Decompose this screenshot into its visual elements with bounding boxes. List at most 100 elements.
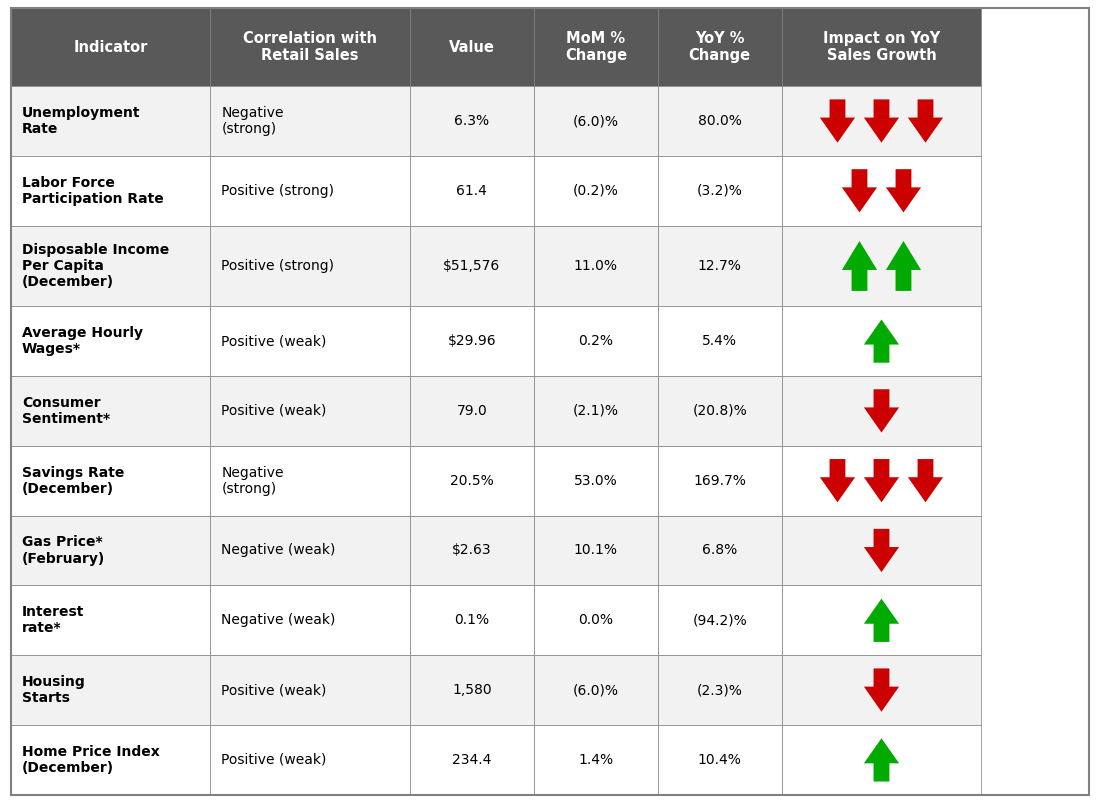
Polygon shape	[886, 241, 921, 291]
Bar	[534, 586, 658, 655]
Bar	[534, 8, 658, 86]
Bar	[210, 655, 410, 725]
Bar	[782, 655, 981, 725]
Bar	[11, 655, 210, 725]
Text: Positive (strong): Positive (strong)	[221, 184, 334, 198]
Text: Savings Rate
(December): Savings Rate (December)	[22, 466, 124, 496]
Text: Negative
(strong): Negative (strong)	[221, 466, 284, 496]
Text: Labor Force
Participation Rate: Labor Force Participation Rate	[22, 176, 164, 206]
Bar	[658, 446, 782, 516]
Text: Positive (weak): Positive (weak)	[221, 404, 327, 418]
Bar	[658, 725, 782, 795]
Text: (94.2)%: (94.2)%	[692, 613, 747, 627]
Text: 0.1%: 0.1%	[454, 613, 490, 627]
Text: 5.4%: 5.4%	[702, 334, 737, 348]
Bar	[658, 156, 782, 225]
Bar	[410, 307, 534, 376]
Bar	[782, 225, 981, 307]
Text: (3.2)%: (3.2)%	[696, 184, 742, 198]
Text: Negative (weak): Negative (weak)	[221, 543, 336, 557]
Text: Unemployment
Rate: Unemployment Rate	[22, 106, 141, 136]
Bar	[782, 8, 981, 86]
Bar	[782, 516, 981, 586]
Bar	[410, 725, 534, 795]
Bar	[534, 655, 658, 725]
Text: 61.4: 61.4	[456, 184, 487, 198]
Bar	[11, 156, 210, 225]
Text: 11.0%: 11.0%	[574, 259, 618, 273]
Text: Negative
(strong): Negative (strong)	[221, 106, 284, 136]
Bar	[210, 307, 410, 376]
Polygon shape	[820, 459, 855, 502]
Text: Indicator: Indicator	[74, 40, 147, 54]
Polygon shape	[908, 459, 943, 502]
Text: MoM %
Change: MoM % Change	[564, 31, 627, 63]
Bar	[410, 376, 534, 446]
Bar	[534, 86, 658, 156]
Bar	[534, 516, 658, 586]
Text: $29.96: $29.96	[448, 334, 496, 348]
Bar	[410, 156, 534, 225]
Polygon shape	[864, 738, 899, 782]
Text: Correlation with
Retail Sales: Correlation with Retail Sales	[243, 31, 377, 63]
Text: YoY %
Change: YoY % Change	[689, 31, 751, 63]
Bar	[658, 307, 782, 376]
Bar	[534, 376, 658, 446]
Bar	[658, 655, 782, 725]
Bar	[11, 307, 210, 376]
Text: Positive (weak): Positive (weak)	[221, 753, 327, 767]
Bar	[410, 586, 534, 655]
Bar	[210, 86, 410, 156]
Bar	[658, 86, 782, 156]
Polygon shape	[864, 389, 899, 432]
Text: Positive (weak): Positive (weak)	[221, 334, 327, 348]
Bar	[782, 86, 981, 156]
Text: $2.63: $2.63	[452, 543, 492, 557]
Text: 10.4%: 10.4%	[697, 753, 741, 767]
Polygon shape	[908, 100, 943, 143]
Bar	[658, 8, 782, 86]
Text: Positive (strong): Positive (strong)	[221, 259, 334, 273]
Bar	[782, 156, 981, 225]
Text: 0.2%: 0.2%	[579, 334, 614, 348]
Polygon shape	[842, 241, 877, 291]
Text: 10.1%: 10.1%	[574, 543, 618, 557]
Polygon shape	[864, 459, 899, 502]
Bar	[534, 307, 658, 376]
Text: Gas Price*
(February): Gas Price* (February)	[22, 535, 106, 565]
Polygon shape	[864, 668, 899, 712]
Bar	[658, 376, 782, 446]
Text: 1,580: 1,580	[452, 683, 492, 697]
Bar	[11, 86, 210, 156]
Bar	[782, 307, 981, 376]
Text: Consumer
Sentiment*: Consumer Sentiment*	[22, 396, 110, 426]
Bar	[410, 86, 534, 156]
Text: 12.7%: 12.7%	[697, 259, 741, 273]
Text: (6.0)%: (6.0)%	[573, 114, 619, 128]
Text: Average Hourly
Wages*: Average Hourly Wages*	[22, 326, 143, 356]
Bar	[782, 725, 981, 795]
Bar	[410, 655, 534, 725]
Text: 234.4: 234.4	[452, 753, 492, 767]
Bar	[210, 8, 410, 86]
Bar	[210, 225, 410, 307]
Bar	[410, 8, 534, 86]
Text: (0.2)%: (0.2)%	[573, 184, 619, 198]
Bar	[410, 516, 534, 586]
Bar	[782, 586, 981, 655]
Polygon shape	[864, 320, 899, 363]
Text: Home Price Index
(December): Home Price Index (December)	[22, 744, 159, 775]
Bar	[210, 376, 410, 446]
Text: Negative (weak): Negative (weak)	[221, 613, 336, 627]
Text: Disposable Income
Per Capita
(December): Disposable Income Per Capita (December)	[22, 242, 169, 290]
Polygon shape	[886, 169, 921, 212]
Bar	[210, 586, 410, 655]
Bar	[658, 225, 782, 307]
Bar	[11, 446, 210, 516]
Text: (2.3)%: (2.3)%	[696, 683, 742, 697]
Bar	[410, 225, 534, 307]
Bar	[210, 516, 410, 586]
Bar	[534, 446, 658, 516]
Bar	[782, 446, 981, 516]
Bar	[534, 156, 658, 225]
